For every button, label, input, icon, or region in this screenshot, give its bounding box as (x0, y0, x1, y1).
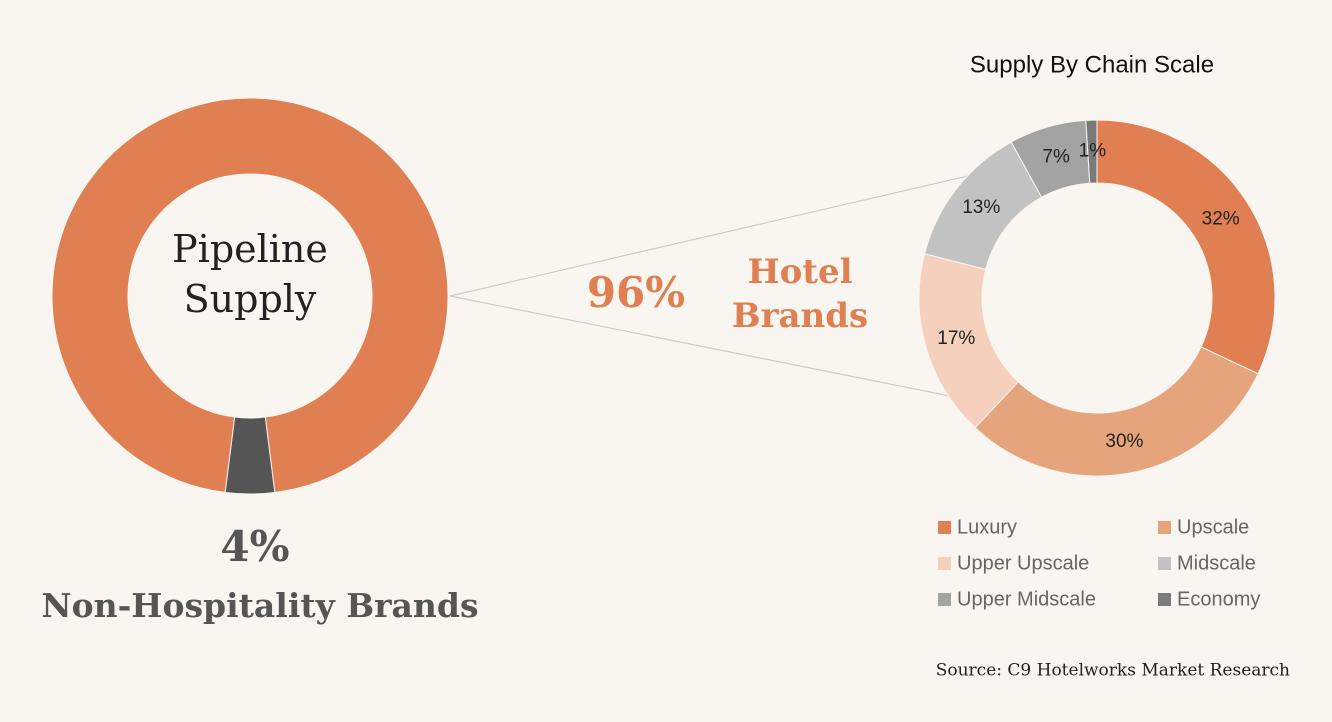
slice-label: 17% (937, 328, 975, 349)
legend-swatch (1158, 557, 1171, 570)
legend-label: Midscale (1177, 552, 1256, 574)
legend-swatch (938, 557, 951, 570)
center-label: Pipeline Supply (172, 227, 328, 321)
legend-swatch (938, 593, 951, 606)
legend-label: Upscale (1177, 516, 1249, 538)
legend-label: Luxury (957, 516, 1017, 538)
legend-swatch (1158, 593, 1171, 606)
slice-label: 7% (1042, 146, 1070, 167)
slice-label: 32% (1202, 209, 1240, 230)
non-hospitality-name: Non-Hospitality Brands (41, 586, 478, 625)
donut-slice (1096, 119, 1276, 375)
chart-title: Supply By Chain Scale (970, 51, 1214, 78)
hotel-share-label: 96% (587, 268, 685, 317)
slice-label: 13% (962, 197, 1000, 218)
legend-label: Upper Upscale (957, 552, 1089, 574)
legend-swatch (1158, 521, 1171, 534)
non-hospitality-share-label: 4% (220, 522, 289, 571)
slice-label: 30% (1105, 431, 1143, 452)
pipeline-donut (51, 97, 449, 495)
callout-line (449, 171, 986, 297)
legend-label: Upper Midscale (957, 588, 1096, 610)
legend-label: Economy (1177, 588, 1260, 610)
hotel-brands-name: Hotel Brands (731, 252, 869, 336)
chain-scale-donut: 32% 30% 17% 13% 7% 1% Luxury Upscale Upper Upsca… (918, 119, 1276, 610)
donut-slice (1085, 119, 1098, 184)
legend-swatch (938, 521, 951, 534)
donut-slice (224, 416, 276, 495)
slice-label: 1% (1079, 141, 1107, 162)
callout-line (449, 295, 951, 397)
donut-slice (974, 346, 1259, 477)
source-note: Source: C9 Hotelworks Market Research (936, 661, 1290, 681)
donut-slice (51, 97, 449, 493)
